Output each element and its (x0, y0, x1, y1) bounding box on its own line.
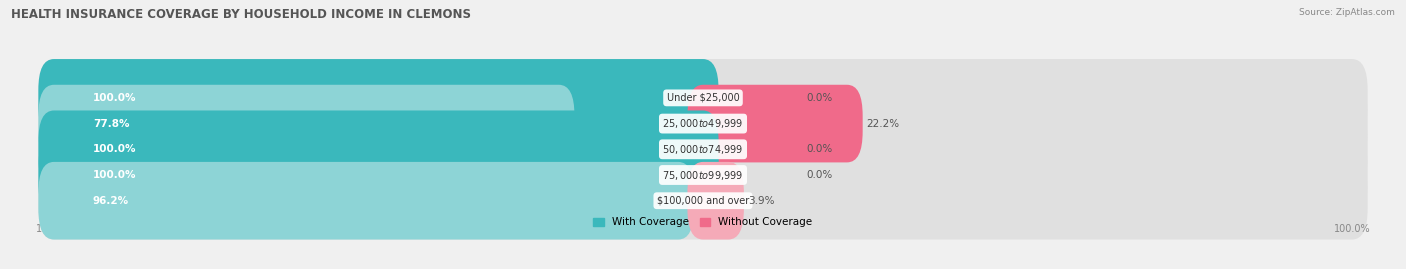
FancyBboxPatch shape (38, 85, 575, 162)
Text: Source: ZipAtlas.com: Source: ZipAtlas.com (1299, 8, 1395, 17)
Text: $25,000 to $49,999: $25,000 to $49,999 (662, 117, 744, 130)
FancyBboxPatch shape (38, 162, 1368, 239)
Text: 96.2%: 96.2% (93, 196, 129, 206)
FancyBboxPatch shape (38, 162, 695, 239)
FancyBboxPatch shape (38, 59, 718, 137)
Text: 100.0%: 100.0% (93, 93, 136, 103)
FancyBboxPatch shape (38, 136, 1368, 214)
Text: 100.0%: 100.0% (93, 144, 136, 154)
Text: Under $25,000: Under $25,000 (666, 93, 740, 103)
Text: 22.2%: 22.2% (866, 119, 900, 129)
Text: 0.0%: 0.0% (807, 170, 834, 180)
Text: $100,000 and over: $100,000 and over (657, 196, 749, 206)
FancyBboxPatch shape (38, 85, 1368, 162)
Text: 0.0%: 0.0% (807, 93, 834, 103)
Text: 77.8%: 77.8% (93, 119, 129, 129)
FancyBboxPatch shape (38, 111, 1368, 188)
FancyBboxPatch shape (38, 111, 718, 188)
FancyBboxPatch shape (38, 59, 1368, 137)
FancyBboxPatch shape (688, 85, 863, 162)
Text: 100.0%: 100.0% (93, 170, 136, 180)
Legend: With Coverage, Without Coverage: With Coverage, Without Coverage (589, 213, 817, 231)
Text: 0.0%: 0.0% (807, 144, 834, 154)
Text: $50,000 to $74,999: $50,000 to $74,999 (662, 143, 744, 156)
FancyBboxPatch shape (38, 136, 718, 214)
Text: $75,000 to $99,999: $75,000 to $99,999 (662, 168, 744, 182)
Text: HEALTH INSURANCE COVERAGE BY HOUSEHOLD INCOME IN CLEMONS: HEALTH INSURANCE COVERAGE BY HOUSEHOLD I… (11, 8, 471, 21)
Text: 3.9%: 3.9% (748, 196, 775, 206)
FancyBboxPatch shape (688, 162, 744, 239)
